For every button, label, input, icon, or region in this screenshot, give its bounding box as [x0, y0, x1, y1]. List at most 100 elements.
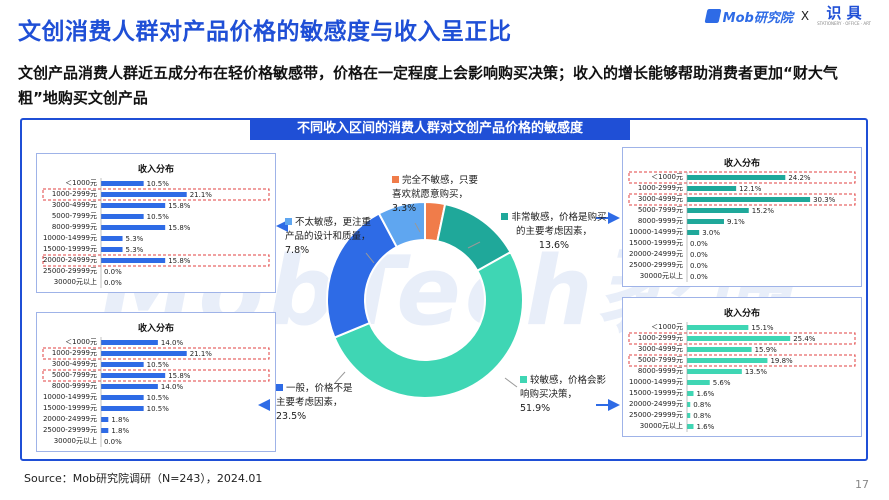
- category-label: 8000-9999元: [52, 382, 97, 390]
- income-bar: [687, 413, 691, 418]
- slice-label-fairly-sensitive: 较敏感，价格会影响购买决策， 51.9%: [520, 375, 607, 414]
- income-bar: [101, 428, 109, 433]
- category-label: 20000-24999元: [43, 256, 97, 264]
- slice-label: 非常敏感，价格是购买的主要考虑因素: [511, 212, 607, 237]
- income-bar-chart: ＜1000元 10.5% 1000-2999元 21.1% 3000-4999元 15.8…: [42, 178, 270, 288]
- slice-label: 不太敏感，更注重产品的设计和质量: [285, 217, 372, 242]
- bar-value-label: 24.2%: [788, 174, 811, 182]
- bar-value-label: 5.3%: [126, 246, 144, 254]
- bar-value-label: 12.1%: [739, 185, 762, 193]
- income-bar: [101, 214, 144, 219]
- bar-value-label: 1.6%: [697, 423, 715, 431]
- highlight-box: [628, 332, 856, 345]
- category-label: 10000-14999元: [43, 234, 97, 242]
- income-bar: [101, 236, 123, 241]
- category-label: ＜1000元: [65, 179, 97, 187]
- panel-title: 收入分布: [137, 165, 174, 175]
- income-bar: [687, 424, 694, 429]
- bar-value-label: 0.8%: [693, 401, 711, 409]
- income-bar-chart: ＜1000元 24.2% 1000-2999元 12.1% 3000-4999元 30.3…: [628, 171, 856, 282]
- income-bar: [687, 208, 749, 213]
- bar-value-label: 0.0%: [104, 438, 122, 446]
- highlight-box: [42, 369, 270, 382]
- bar-value-label: 10.5%: [147, 405, 170, 413]
- slice-value: 51.9%: [520, 403, 551, 414]
- bar-value-label: 19.8%: [770, 357, 793, 365]
- bar-value-label: 1.8%: [111, 427, 129, 435]
- income-bar: [687, 380, 710, 385]
- income-panel-right-top: 收入分布 ＜1000元 24.2% 1000-2999元 12.1% 3000-4999…: [622, 147, 862, 287]
- bar-value-label: 3.0%: [702, 229, 720, 237]
- income-bar: [101, 384, 158, 389]
- category-label: 5000-7999元: [52, 212, 97, 220]
- bar-value-label: 1.6%: [697, 390, 715, 398]
- bar-value-label: 21.1%: [190, 350, 213, 358]
- bar-value-label: 0.0%: [690, 262, 708, 270]
- income-bar: [101, 258, 166, 263]
- legend-swatch-icon: [285, 218, 292, 225]
- category-label: 30000元以上: [54, 436, 97, 445]
- bar-value-label: 15.8%: [168, 372, 191, 380]
- income-bar: [101, 247, 123, 252]
- bar-value-label: 9.1%: [727, 218, 745, 226]
- slice-label-neutral: 一般，价格不是主要考虑因素， 23.5%: [276, 383, 353, 422]
- bar-value-label: 15.8%: [168, 257, 191, 265]
- bar-value-label: 10.5%: [147, 394, 170, 402]
- highlight-box: [628, 171, 856, 184]
- bar-value-label: 14.0%: [161, 383, 184, 391]
- category-label: 25000-29999元: [629, 261, 683, 269]
- category-label: 3000-4999元: [52, 201, 97, 209]
- income-panel-right-bottom: 收入分布 ＜1000元 15.1% 1000-2999元 25.4% 3000-4999…: [622, 297, 862, 437]
- bar-value-label: 14.0%: [161, 339, 184, 347]
- category-label: 15000-19999元: [43, 245, 97, 253]
- page-number: 17: [855, 478, 869, 491]
- category-label: 25000-29999元: [43, 267, 97, 275]
- page-title: 文创消费人群对产品价格的敏感度与收入呈正比: [18, 19, 512, 45]
- category-label: 5000-7999元: [52, 371, 97, 379]
- category-label: 25000-29999元: [43, 426, 97, 434]
- category-label: 15000-19999元: [629, 239, 683, 247]
- income-bar: [101, 373, 166, 378]
- bar-value-label: 5.3%: [126, 235, 144, 243]
- income-bar: [101, 203, 166, 208]
- bar-value-label: 1.8%: [111, 416, 129, 424]
- income-bar: [101, 362, 144, 367]
- mob-logo-icon: [704, 9, 722, 23]
- slice-value: 13.6%: [538, 240, 570, 251]
- income-bar: [687, 347, 752, 352]
- donut-slice: [333, 250, 524, 399]
- bar-value-label: 15.1%: [751, 324, 774, 332]
- income-bar: [101, 395, 144, 400]
- income-bar: [687, 230, 700, 235]
- bar-value-label: 15.2%: [752, 207, 775, 215]
- source-note: Source：Mob研究院调研（N=243），2024.01: [24, 472, 263, 485]
- chart-header: 不同收入区间的消费人群对文创产品价格的敏感度: [250, 118, 630, 140]
- bar-value-label: 25.4%: [793, 335, 816, 343]
- category-label: 5000-7999元: [638, 206, 683, 214]
- bar-value-label: 15.8%: [168, 224, 191, 232]
- category-label: ＜1000元: [651, 173, 683, 181]
- bar-value-label: 5.6%: [713, 379, 731, 387]
- legend-swatch-icon: [276, 384, 283, 391]
- bar-value-label: 0.0%: [690, 273, 708, 281]
- slice-label: 完全不敏感，只要喜欢就愿意购买: [392, 175, 479, 200]
- highlight-box: [628, 354, 856, 367]
- category-label: 1000-2999元: [638, 184, 683, 192]
- slice-value: 23.5%: [276, 411, 307, 422]
- bar-value-label: 30.3%: [813, 196, 836, 204]
- highlight-box: [42, 254, 270, 267]
- category-label: 8000-9999元: [638, 217, 683, 225]
- panel-title: 收入分布: [137, 324, 174, 334]
- income-bar: [687, 402, 691, 407]
- income-bar: [101, 181, 144, 186]
- bar-value-label: 0.8%: [693, 412, 711, 420]
- income-bar: [687, 325, 749, 330]
- category-label: 10000-14999元: [629, 378, 683, 386]
- slice-value: 7.8%: [285, 245, 310, 256]
- bar-value-label: 10.5%: [147, 361, 170, 369]
- income-bar: [687, 336, 791, 341]
- page-subtitle: 文创产品消费人群近五成分布在轻价格敏感带，价格在一定程度上会影响购买决策；收入的…: [18, 64, 838, 107]
- bar-value-label: 0.0%: [690, 251, 708, 259]
- category-label: 8000-9999元: [52, 223, 97, 231]
- logo-area: Mob研究院 X 识 具 STATIONERY · OFFICE · ART: [704, 4, 871, 28]
